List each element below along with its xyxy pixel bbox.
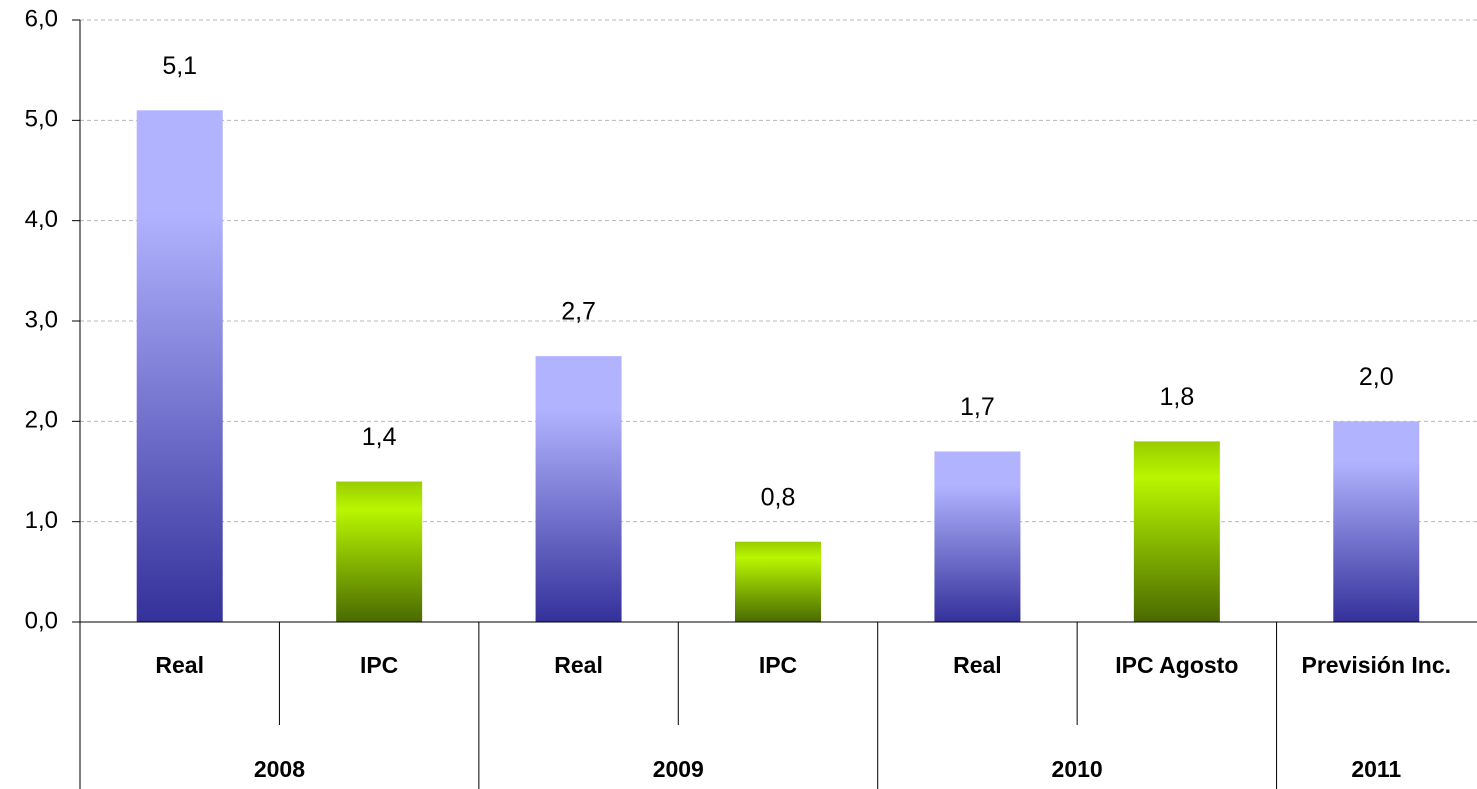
x-tick-label: Real <box>155 652 204 678</box>
bar <box>1133 441 1220 622</box>
value-label: 5,1 <box>162 52 197 80</box>
y-tick-label: 5,0 <box>25 106 58 133</box>
x-tick-label: Real <box>554 652 603 678</box>
value-label: 1,4 <box>362 423 397 451</box>
y-tick-label: 6,0 <box>25 5 58 32</box>
y-tick-label: 3,0 <box>25 306 58 333</box>
group-label: 2009 <box>653 756 704 782</box>
x-tick-label: IPC Agosto <box>1115 652 1239 678</box>
x-tick-label: Real <box>953 652 1002 678</box>
y-tick-label: 0,0 <box>25 607 58 634</box>
value-label: 2,0 <box>1359 363 1394 391</box>
bar <box>336 481 423 622</box>
value-label: 0,8 <box>761 483 796 511</box>
group-label: 2008 <box>254 756 305 782</box>
bar <box>934 451 1021 622</box>
x-tick-label: IPC <box>758 652 798 678</box>
bar <box>735 541 821 622</box>
x-tick-label: Previsión Inc. <box>1301 652 1452 678</box>
y-tick-label: 2,0 <box>25 407 58 434</box>
x-tick-label: IPC <box>359 652 399 678</box>
group-label: 2011 <box>1351 756 1401 782</box>
y-tick-label: 4,0 <box>25 206 58 233</box>
bar <box>136 110 223 623</box>
y-tick-label: 1,0 <box>25 507 58 534</box>
bar <box>535 356 622 622</box>
value-label: 2,7 <box>561 298 596 326</box>
value-label: 1,8 <box>1159 383 1194 411</box>
value-label: 1,7 <box>960 393 995 421</box>
bar <box>1333 421 1420 622</box>
group-label: 2010 <box>1052 756 1103 782</box>
